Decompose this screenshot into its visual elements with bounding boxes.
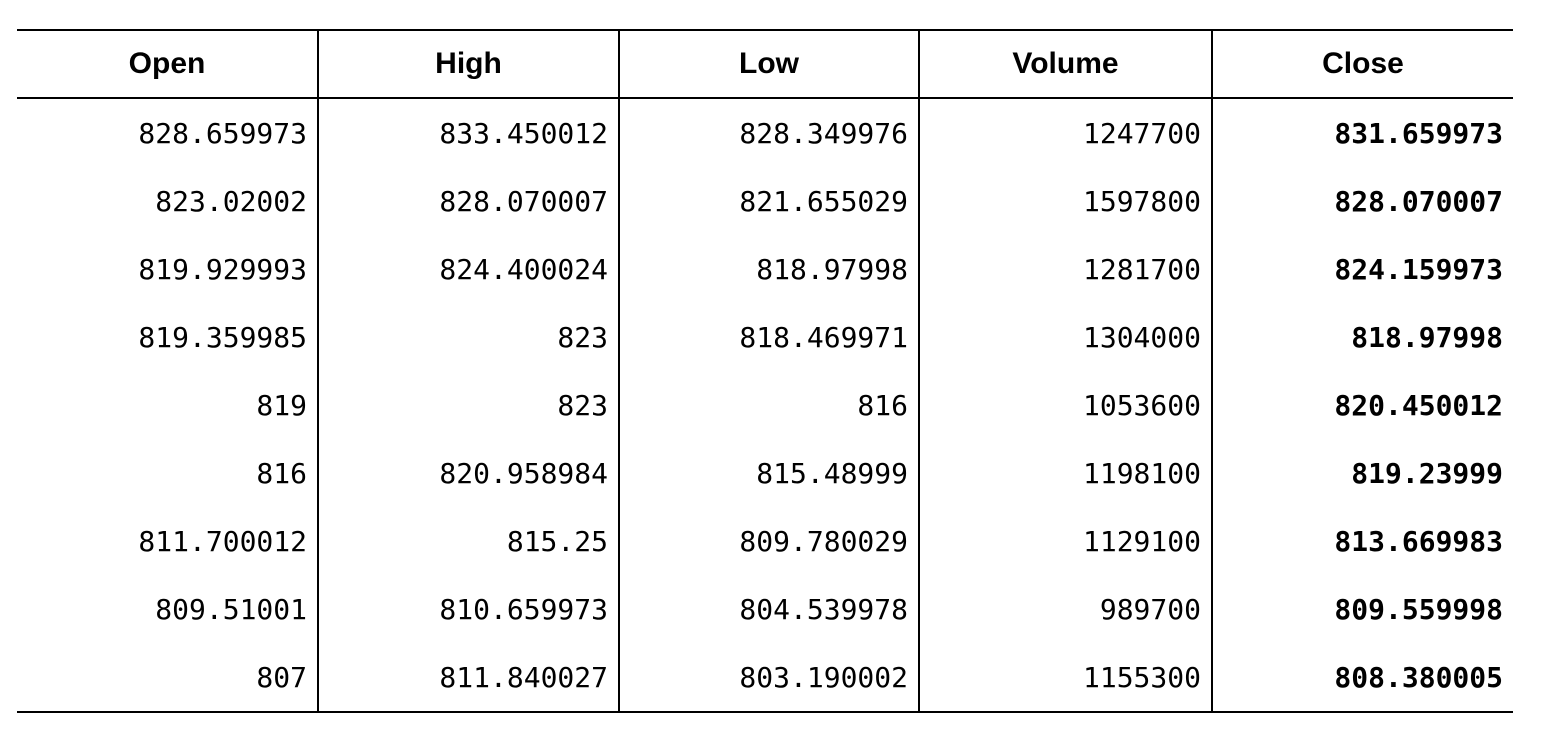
cell-high: 833.450012	[317, 98, 619, 167]
table-row: 819 823 816 1053600 820.450012	[17, 371, 1513, 439]
cell-open: 828.659973	[138, 116, 307, 150]
cell-open: 809.51001	[155, 592, 307, 626]
cell-low: 804.539978	[618, 575, 919, 643]
cell-high: 823	[317, 371, 619, 439]
cell-open: 823.02002	[155, 184, 307, 218]
cell-close: 820.450012	[1211, 371, 1513, 439]
cell-open: 819.929993	[138, 252, 307, 286]
cell-low: 815.48999	[618, 439, 919, 507]
cell-high: 811.840027	[317, 643, 619, 712]
column-header-open: Open	[128, 47, 206, 80]
table-row: 819.929993 824.400024 818.97998 1281700 …	[17, 235, 1513, 303]
cell-volume: 1247700	[918, 98, 1212, 167]
cell-close: 809.559998	[1211, 575, 1513, 643]
table-row: 816 820.958984 815.48999 1198100 819.239…	[17, 439, 1513, 507]
cell-high: 823	[317, 303, 619, 371]
cell-open: 807	[256, 660, 307, 694]
cell-open: 819	[256, 388, 307, 422]
cell-low: 818.469971	[618, 303, 919, 371]
cell-low: 821.655029	[618, 167, 919, 235]
table-row: 819.359985 823 818.469971 1304000 818.97…	[17, 303, 1513, 371]
cell-high: 828.070007	[317, 167, 619, 235]
cell-high: 815.25	[317, 507, 619, 575]
table-row: 807 811.840027 803.190002 1155300 808.38…	[17, 643, 1513, 712]
cell-low: 816	[618, 371, 919, 439]
cell-volume: 1053600	[918, 371, 1212, 439]
cell-open: 811.700012	[138, 524, 307, 558]
cell-volume: 1198100	[918, 439, 1212, 507]
cell-close: 818.97998	[1211, 303, 1513, 371]
cell-low: 818.97998	[618, 235, 919, 303]
stock-data-table: Open High Low Volume Close 828.659973 83…	[17, 29, 1513, 713]
cell-close: 813.669983	[1211, 507, 1513, 575]
table-header-row: Open High Low Volume Close	[17, 30, 1513, 98]
column-header-close: Close	[1211, 30, 1513, 98]
cell-open: 819.359985	[138, 320, 307, 354]
table-row: 828.659973 833.450012 828.349976 1247700…	[17, 98, 1513, 167]
cell-volume: 1281700	[918, 235, 1212, 303]
cell-volume: 1304000	[918, 303, 1212, 371]
column-header-high: High	[317, 30, 619, 98]
cell-close: 828.070007	[1211, 167, 1513, 235]
cell-close: 824.159973	[1211, 235, 1513, 303]
table-row: 809.51001 810.659973 804.539978 989700 8…	[17, 575, 1513, 643]
column-header-low: Low	[618, 30, 919, 98]
table-row: 823.02002 828.070007 821.655029 1597800 …	[17, 167, 1513, 235]
table-row: 811.700012 815.25 809.780029 1129100 813…	[17, 507, 1513, 575]
cell-close: 808.380005	[1211, 643, 1513, 712]
cell-low: 828.349976	[618, 98, 919, 167]
cell-close: 819.23999	[1211, 439, 1513, 507]
cell-volume: 1155300	[918, 643, 1212, 712]
cell-open: 816	[256, 456, 307, 490]
cell-volume: 1597800	[918, 167, 1212, 235]
cell-high: 810.659973	[317, 575, 619, 643]
cell-volume: 1129100	[918, 507, 1212, 575]
cell-high: 820.958984	[317, 439, 619, 507]
cell-high: 824.400024	[317, 235, 619, 303]
cell-volume: 989700	[918, 575, 1212, 643]
cell-close: 831.659973	[1211, 98, 1513, 167]
cell-low: 809.780029	[618, 507, 919, 575]
cell-low: 803.190002	[618, 643, 919, 712]
column-header-volume: Volume	[918, 30, 1212, 98]
